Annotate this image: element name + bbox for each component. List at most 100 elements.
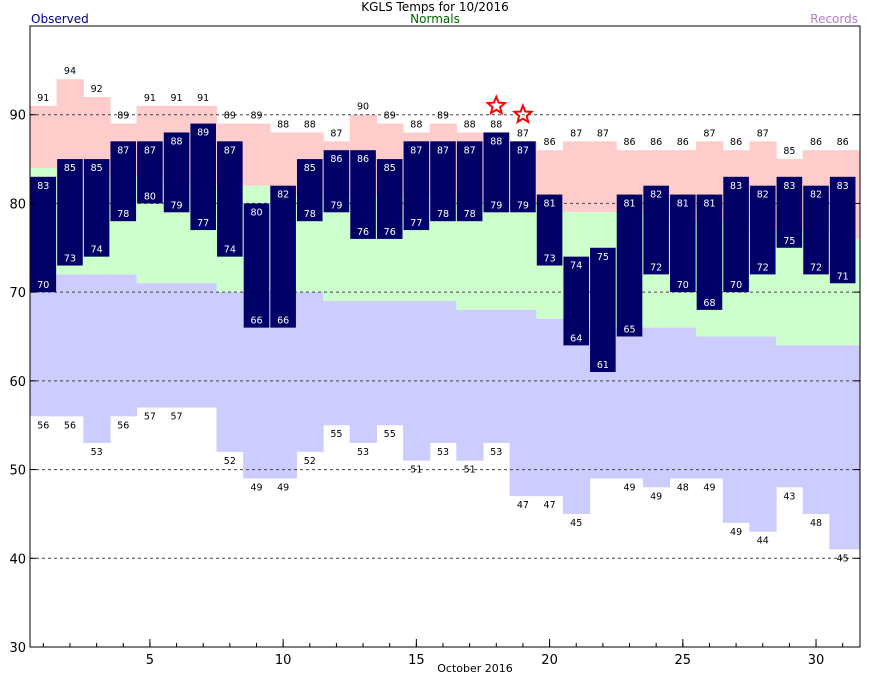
observed-bar xyxy=(510,141,536,213)
observed-low-label: 71 xyxy=(837,271,849,282)
record-low-band xyxy=(56,274,84,417)
observed-high-label: 82 xyxy=(650,190,662,201)
record-high-band xyxy=(562,141,591,213)
observed-low-label: 79 xyxy=(330,200,342,211)
observed-high-label: 85 xyxy=(91,163,103,174)
observed-low-label: 73 xyxy=(64,254,76,265)
observed-low-label: 68 xyxy=(703,298,715,309)
record-high-band xyxy=(269,132,298,195)
observed-bar xyxy=(270,185,296,328)
record-low-label: 57 xyxy=(171,411,183,422)
record-low-band xyxy=(83,274,111,443)
y-tick-label: 40 xyxy=(9,552,26,567)
normal-band xyxy=(323,194,351,302)
record-low-band xyxy=(109,274,138,417)
observed-low-label: 78 xyxy=(117,209,129,220)
observed-bar xyxy=(30,176,57,293)
record-high-label: 86 xyxy=(837,137,849,148)
record-low-label: 49 xyxy=(650,491,662,502)
record-high-band xyxy=(856,150,860,239)
observed-low-label: 79 xyxy=(490,200,502,211)
record-low-band xyxy=(163,283,191,408)
observed-low-label: 79 xyxy=(517,200,529,211)
x-tick-label: 5 xyxy=(146,653,154,668)
record-high-label: 87 xyxy=(703,128,715,139)
observed-low-label: 66 xyxy=(250,316,262,327)
legend-observed: Observed xyxy=(31,12,89,26)
record-low-label: 43 xyxy=(783,491,795,502)
record-low-band xyxy=(642,327,671,488)
record-low-label: 45 xyxy=(570,518,582,529)
observed-bar xyxy=(323,150,350,213)
observed-bar xyxy=(217,141,243,257)
record-low-band xyxy=(856,345,860,550)
observed-high-label: 83 xyxy=(837,181,849,192)
observed-bar xyxy=(803,185,829,275)
observed-high-label: 83 xyxy=(783,181,795,192)
observed-high-label: 89 xyxy=(197,128,209,139)
observed-low-label: 72 xyxy=(650,262,662,273)
record-low-band xyxy=(189,283,218,408)
record-high-label: 87 xyxy=(330,128,342,139)
chart-title: KGLS Temps for 10/2016 xyxy=(361,0,509,14)
normal-band xyxy=(776,230,804,346)
observed-high-label: 87 xyxy=(517,145,529,156)
y-tick-label: 80 xyxy=(9,197,26,212)
observed-low-label: 64 xyxy=(570,333,582,344)
record-low-band xyxy=(509,309,537,497)
observed-bar xyxy=(376,159,403,239)
observed-bar xyxy=(563,256,590,346)
record-low-band xyxy=(296,292,324,452)
observed-low-label: 76 xyxy=(384,227,396,238)
record-low-band xyxy=(562,318,591,514)
record-low-label: 49 xyxy=(730,527,742,538)
observed-bar xyxy=(483,132,510,213)
record-low-band xyxy=(669,327,697,479)
record-low-label: 49 xyxy=(277,482,289,493)
observed-high-label: 82 xyxy=(757,190,769,201)
record-low-band xyxy=(30,274,58,417)
observed-low-label: 72 xyxy=(757,262,769,273)
plot-frame xyxy=(29,25,861,648)
record-low-band xyxy=(696,336,724,479)
record-high-label: 88 xyxy=(490,119,502,130)
x-axis-label: October 2016 xyxy=(437,662,513,675)
record-low-band xyxy=(722,336,751,523)
observed-high-label: 83 xyxy=(730,181,742,192)
record-star-icon xyxy=(511,103,535,125)
observed-low-label: 70 xyxy=(677,280,689,291)
y-tick-label: 70 xyxy=(9,286,26,301)
observed-high-label: 85 xyxy=(304,163,316,174)
observed-high-label: 85 xyxy=(64,163,76,174)
observed-high-label: 82 xyxy=(277,190,289,201)
record-low-label: 47 xyxy=(517,500,529,511)
observed-high-label: 87 xyxy=(437,145,449,156)
record-low-label: 51 xyxy=(410,465,422,476)
observed-bar xyxy=(110,141,137,222)
observed-high-label: 85 xyxy=(384,163,396,174)
observed-bar xyxy=(590,247,616,372)
observed-bar xyxy=(403,141,430,231)
observed-bar xyxy=(190,123,216,231)
record-high-label: 86 xyxy=(544,137,556,148)
observed-high-label: 88 xyxy=(171,136,183,147)
x-tick-label: 20 xyxy=(541,653,558,668)
record-low-label: 56 xyxy=(64,420,76,431)
record-low-band xyxy=(616,327,644,479)
observed-low-label: 77 xyxy=(410,218,422,229)
observed-bar xyxy=(296,159,323,222)
y-tick-label: 50 xyxy=(9,464,26,479)
record-high-label: 88 xyxy=(277,119,289,130)
observed-bar xyxy=(163,132,190,213)
record-high-label: 94 xyxy=(64,66,76,77)
record-high-label: 86 xyxy=(730,137,742,148)
observed-bar xyxy=(696,194,723,310)
observed-low-label: 76 xyxy=(357,227,369,238)
record-high-label: 87 xyxy=(757,128,769,139)
observed-high-label: 87 xyxy=(224,145,236,156)
record-high-label: 87 xyxy=(517,128,529,139)
record-low-label: 57 xyxy=(144,411,156,422)
record-low-label: 55 xyxy=(384,429,396,440)
record-high-label: 86 xyxy=(650,137,662,148)
record-low-label: 47 xyxy=(544,500,556,511)
